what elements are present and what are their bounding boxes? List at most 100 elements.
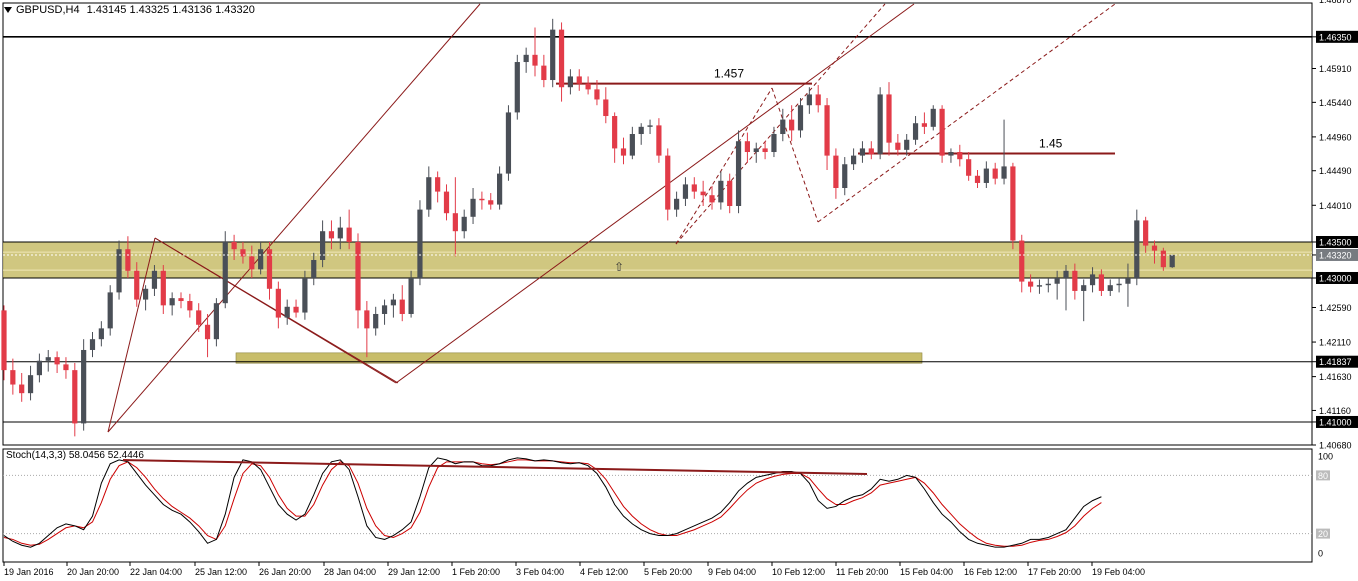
candle xyxy=(656,118,662,163)
candle xyxy=(842,157,848,196)
pitchfork-lines xyxy=(107,3,915,433)
candle-body xyxy=(213,303,219,340)
candle-body xyxy=(859,148,866,156)
candle xyxy=(1089,267,1096,293)
candle xyxy=(647,119,653,135)
candle-body xyxy=(497,173,503,205)
price-tick-label: 1.46870 xyxy=(1319,0,1352,5)
candle-body xyxy=(904,139,910,150)
candle-body xyxy=(107,292,113,329)
candle-body xyxy=(1098,274,1104,291)
ohlc-readout: 1.43145 1.43325 1.43136 1.43320 xyxy=(86,4,255,16)
price-tick-label: 1.41000 xyxy=(1319,417,1352,427)
candle-body xyxy=(426,177,432,210)
time-tick-label: 19 Feb 04:00 xyxy=(1092,567,1145,577)
candle-body xyxy=(54,357,60,365)
candle xyxy=(63,357,69,379)
candle-body xyxy=(1081,285,1087,291)
channel-line xyxy=(107,237,156,433)
stoch-level-tag xyxy=(1316,470,1330,481)
candle-body xyxy=(231,241,237,250)
time-tick-label: 22 Jan 04:00 xyxy=(130,567,182,577)
candle-body xyxy=(771,134,777,153)
candle xyxy=(231,234,237,260)
candle-body xyxy=(72,370,78,424)
candle-body xyxy=(36,360,42,376)
candle-body xyxy=(27,375,34,394)
candle xyxy=(320,220,326,268)
chevron-down-icon[interactable] xyxy=(4,7,12,14)
lower-zone xyxy=(235,352,923,364)
candle xyxy=(1107,279,1113,296)
candle-body xyxy=(258,249,264,270)
symbol-label: GBPUSD,H4 xyxy=(16,4,80,16)
candle xyxy=(1169,254,1175,268)
channel-line xyxy=(771,87,819,223)
candle-body xyxy=(806,94,812,106)
zone-arrow-icon: ⇧ xyxy=(614,260,624,274)
candle xyxy=(824,98,830,171)
candle xyxy=(213,298,219,347)
candle xyxy=(134,262,140,307)
candle-body xyxy=(346,227,352,242)
price-tick-label: 1.44960 xyxy=(1319,132,1352,142)
candle xyxy=(585,76,591,95)
candle-body xyxy=(399,299,405,314)
candle-body xyxy=(744,141,750,153)
candle xyxy=(426,166,432,217)
candle xyxy=(859,141,866,163)
price-tick-label: 1.44490 xyxy=(1319,166,1352,176)
candle-body xyxy=(311,259,317,278)
candle-body xyxy=(284,306,290,318)
candle-body xyxy=(143,288,149,300)
price-tag xyxy=(1316,271,1358,284)
price-tick-label: 1.46350 xyxy=(1319,32,1352,42)
stoch-tick-label: 80 xyxy=(1318,471,1328,481)
candle-body xyxy=(1143,220,1149,246)
candle-body xyxy=(187,301,193,311)
candle xyxy=(178,292,184,309)
candle xyxy=(196,303,202,332)
time-tick-label: 15 Feb 04:00 xyxy=(900,567,953,577)
candle xyxy=(258,241,264,275)
candle xyxy=(603,87,609,124)
candle xyxy=(1054,270,1060,300)
candle xyxy=(1028,274,1034,293)
candle-body xyxy=(620,148,627,156)
candle xyxy=(505,105,512,181)
candle xyxy=(912,116,919,145)
candle-body xyxy=(886,94,892,143)
candle-body xyxy=(19,384,25,394)
candle xyxy=(249,245,255,278)
candle xyxy=(81,339,87,431)
candle-body xyxy=(966,159,972,176)
price-tick-label: 1.43500 xyxy=(1319,237,1352,247)
candle xyxy=(1143,216,1149,253)
candle-body xyxy=(514,62,520,113)
candle xyxy=(19,373,25,402)
candle xyxy=(125,236,131,278)
stoch-tick-label: 100 xyxy=(1318,452,1333,462)
candle xyxy=(966,152,972,181)
candle-body xyxy=(594,89,600,100)
candle xyxy=(337,216,343,250)
candle xyxy=(1036,279,1043,294)
candle-body xyxy=(523,54,529,63)
candle-body xyxy=(1010,166,1016,241)
candle-body xyxy=(204,324,211,340)
candle-body xyxy=(612,116,618,149)
time-tick-label: 4 Feb 12:00 xyxy=(580,567,628,577)
candle xyxy=(939,105,945,163)
candle xyxy=(497,166,503,210)
candle-body xyxy=(381,305,388,314)
candle xyxy=(143,285,149,311)
candle xyxy=(594,80,600,106)
time-tick-label: 28 Jan 04:00 xyxy=(324,567,376,577)
candle-body xyxy=(647,125,653,127)
price-tick-label: 1.40680 xyxy=(1319,441,1352,451)
candle-body xyxy=(780,119,786,135)
stoch-header: Stoch(14,3,3) 58.0456 52.4446 xyxy=(6,450,144,461)
candle xyxy=(1001,119,1007,185)
candle xyxy=(629,126,635,160)
